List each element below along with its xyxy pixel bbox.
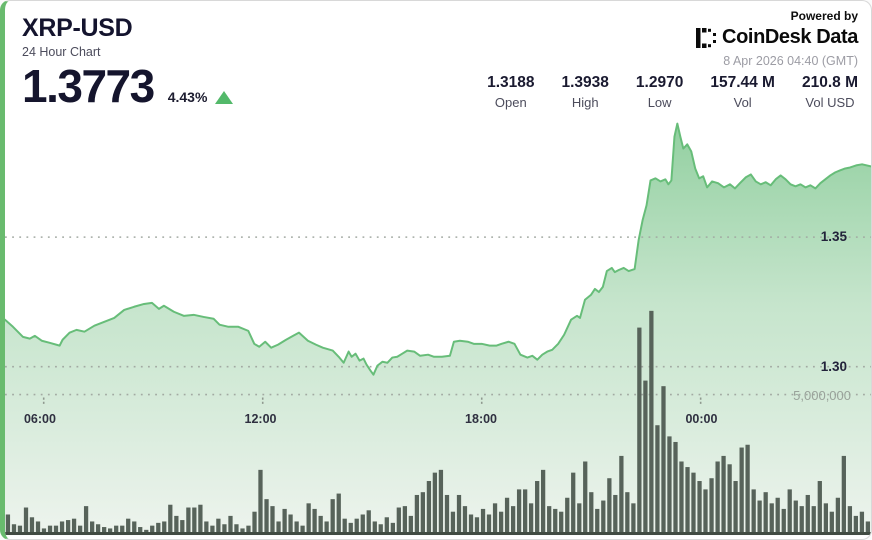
stat-high: 1.3938 High xyxy=(562,74,609,110)
stat-label: High xyxy=(571,95,599,110)
ohlc-stats-row: 1.3188 Open 1.3938 High 1.2970 Low 157.4… xyxy=(487,74,858,110)
stat-value: 157.44 M xyxy=(710,74,775,91)
price-axis-tick-135: 1.35 xyxy=(820,229,847,244)
timestamp: 8 Apr 2026 04:40 (GMT) xyxy=(723,54,858,68)
time-axis-tick-0600: 06:00 xyxy=(23,412,56,426)
stat-open: 1.3188 Open xyxy=(487,74,534,110)
stat-label: Vol xyxy=(733,95,752,110)
current-price: 1.3773 xyxy=(22,60,155,112)
time-axis-tick-0000: 00:00 xyxy=(685,412,718,426)
stat-value: 1.2970 xyxy=(635,74,684,91)
stat-vol-usd: 210.8 M Vol USD xyxy=(802,74,858,110)
price-axis-tick-130: 1.30 xyxy=(820,359,847,374)
coindesk-data-logo: CoinDesk Data xyxy=(696,26,858,49)
chart-period-label: 24 Hour Chart xyxy=(22,45,101,59)
instrument-symbol: XRP-USD xyxy=(22,14,133,42)
up-triangle-icon xyxy=(215,90,234,104)
coindesk-logo-icon xyxy=(696,27,717,48)
stat-vol: 157.44 M Vol xyxy=(710,74,775,110)
stat-label: Vol USD xyxy=(805,95,855,110)
powered-by-label: Powered by xyxy=(790,9,858,23)
stat-label: Low xyxy=(647,95,672,110)
stat-label: Open xyxy=(494,95,527,110)
price-change-percent: 4.43% xyxy=(167,89,208,105)
time-axis-tick-1800: 18:00 xyxy=(465,412,498,426)
time-axis-tick-1200: 12:00 xyxy=(244,412,277,426)
stat-value: 1.3188 xyxy=(487,74,535,91)
brand-name: CoinDesk Data xyxy=(722,26,858,48)
stat-low: 1.2970 Low xyxy=(636,74,683,110)
price-volume-chart[interactable] xyxy=(5,1,871,539)
instrument-header: XRP-USD 24 Hour Chart 1.3773 4.43% xyxy=(22,13,234,112)
stat-value: 1.3938 xyxy=(561,74,609,91)
stat-value: 210.8 M xyxy=(801,74,858,91)
volume-axis-tick-5m: 5,000,000 xyxy=(793,388,851,403)
branding-block: Powered by CoinDesk Data 8 Apr 2026 04:4… xyxy=(696,9,858,68)
